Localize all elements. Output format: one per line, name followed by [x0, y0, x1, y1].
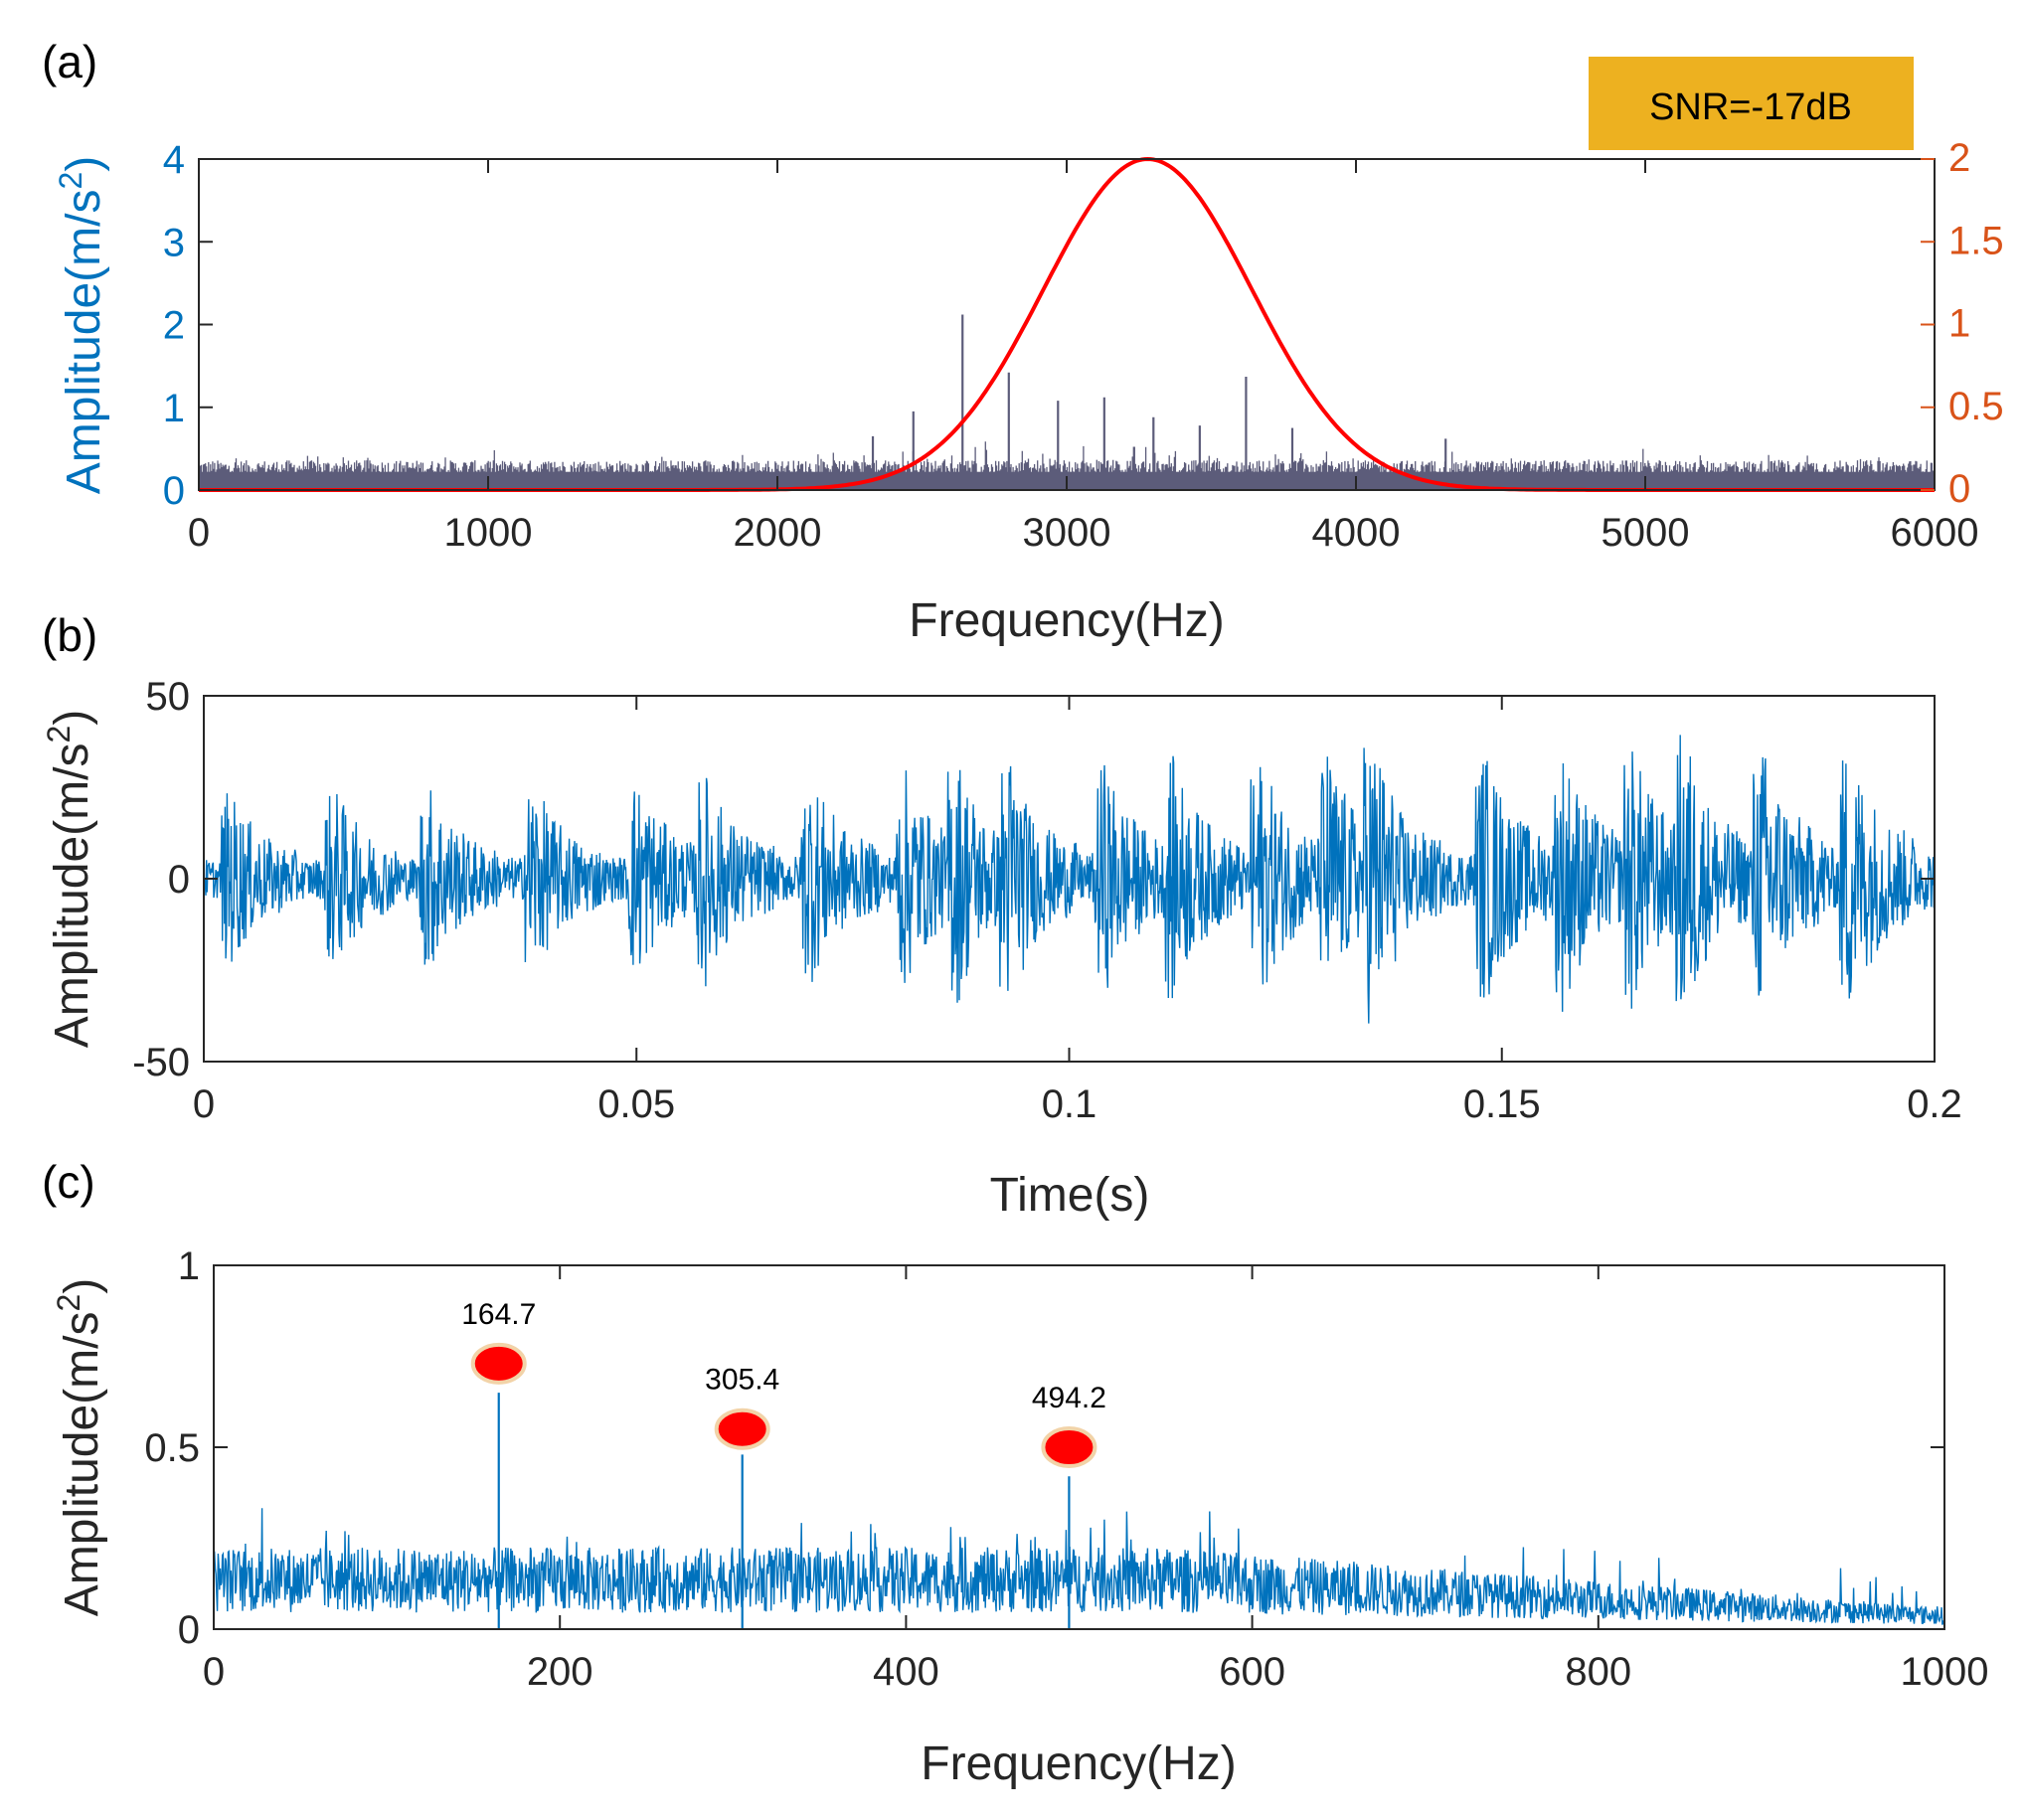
- panel-a-gaussian-filter-line: [199, 156, 1935, 492]
- x-tick-label: 200: [527, 1650, 593, 1694]
- panel-a-axes-box: [198, 158, 1936, 491]
- panel-c-peak-marker: [470, 1342, 527, 1385]
- x-tick-label: 0.2: [1907, 1082, 1962, 1126]
- panel-c-y-axis-title-main: Amplitude(m/s: [56, 1312, 108, 1617]
- panel-a: (a) SNR=-17dB 0 1000 2000 3000 4000 5000 6000 …: [42, 36, 2004, 647]
- panel-c-peak-marker: [714, 1407, 770, 1450]
- panel-b-time-signal-series: [203, 735, 1936, 1024]
- panel-a-x-ticks: 0 1000 2000 3000 4000 5000 6000: [188, 159, 1979, 555]
- panel-a-label: (a): [42, 36, 97, 87]
- panel-c-x-ticks: 0 200 400 600 800 1000: [203, 1265, 1989, 1694]
- x-tick-label: 0: [203, 1650, 225, 1694]
- panel-b-x-axis-title: Time(s): [990, 1169, 1150, 1222]
- panel-a-y2-ticks: 0 0.5 1 1.5 2: [1921, 136, 2004, 511]
- panel-b-y-axis-title-main: Amplitude(m/s: [46, 744, 98, 1049]
- snr-text: SNR=-17dB: [1649, 86, 1852, 128]
- y-tick-label: 3: [163, 221, 185, 264]
- snr-box: [1589, 57, 1914, 150]
- panel-b-y-axis-title-end: ): [46, 710, 98, 726]
- panel-a-y-axis-title: Amplitude(m/s2): [53, 156, 110, 495]
- panel-c-y-axis-title-end: ): [56, 1278, 108, 1294]
- panel-b-y-ticks: -50 0 50: [132, 675, 1935, 1084]
- panel-a-y-axis-title-main: Amplitude(m/s: [58, 190, 110, 495]
- panel-c-x-axis-title: Frequency(Hz): [921, 1737, 1236, 1790]
- panel-b-x-ticks: 0 0.05 0.1 0.15 0.2: [193, 696, 1962, 1126]
- panel-b-label: (b): [42, 609, 97, 661]
- panel-b-y-axis-title-sup: 2: [41, 726, 77, 744]
- panel-c-envelope-spectrum-series: [213, 1508, 1945, 1625]
- x-tick-label: 2000: [734, 511, 822, 555]
- x-tick-label: 1000: [444, 511, 533, 555]
- y2-tick-label: 1: [1948, 302, 1970, 346]
- snr-annotation: SNR=-17dB: [1589, 57, 1914, 150]
- y2-tick-label: 2: [1948, 136, 1970, 180]
- panel-c-y-axis-title: Amplitude(m/s2): [51, 1278, 108, 1617]
- x-tick-label: 3000: [1023, 511, 1111, 555]
- panel-c-peak-label: 494.2: [1032, 1382, 1106, 1414]
- x-tick-label: 400: [873, 1650, 939, 1694]
- panel-b-plot-area: [203, 735, 1936, 1024]
- panel-c-peak-markers: 164.7 305.4 494.2: [461, 1298, 1106, 1629]
- y2-tick-label: 0.5: [1948, 385, 2004, 428]
- x-tick-label: 600: [1219, 1650, 1285, 1694]
- panel-c-peak-marker: [1041, 1426, 1097, 1468]
- panel-c-y-axis-title-sup: 2: [51, 1294, 86, 1312]
- x-tick-label: 0.05: [597, 1082, 675, 1126]
- panel-a-y-ticks: 0 1 2 3 4: [163, 138, 213, 513]
- x-tick-label: 0.15: [1463, 1082, 1541, 1126]
- x-tick-label: 5000: [1602, 511, 1690, 555]
- y2-tick-label: 0: [1948, 467, 1970, 511]
- y-tick-label: 0: [163, 469, 185, 513]
- x-tick-label: 6000: [1891, 511, 1979, 555]
- y-tick-label: -50: [132, 1041, 190, 1084]
- y-tick-label: 1: [178, 1244, 200, 1288]
- y-tick-label: 1: [163, 387, 185, 430]
- panel-c-label: (c): [42, 1156, 95, 1208]
- y-tick-label: 0.5: [144, 1426, 200, 1470]
- panel-c-y-ticks: 00.51: [144, 1244, 1944, 1652]
- y-tick-label: 4: [163, 138, 185, 182]
- x-tick-label: 1000: [1901, 1650, 1989, 1694]
- x-tick-label: 0: [193, 1082, 215, 1126]
- panel-b-y-axis-title: Amplitude(m/s2): [41, 710, 98, 1049]
- panel-a-x-axis-title: Frequency(Hz): [909, 594, 1224, 647]
- panel-a-y-axis-title-sup: 2: [53, 172, 88, 190]
- y-tick-label: 2: [163, 304, 185, 348]
- x-tick-label: 4000: [1312, 511, 1401, 555]
- x-tick-label: 0: [188, 511, 210, 555]
- y-tick-label: 0: [178, 1608, 200, 1652]
- y2-tick-label: 1.5: [1948, 219, 2004, 262]
- panel-c-plot-area: [213, 1508, 1945, 1625]
- panel-a-y-axis-title-end: ): [58, 156, 110, 172]
- x-tick-label: 800: [1565, 1650, 1631, 1694]
- x-tick-label: 0.1: [1042, 1082, 1097, 1126]
- y-tick-label: 0: [168, 858, 190, 902]
- panel-c-peak-label: 164.7: [461, 1298, 536, 1331]
- panel-a-plot-area: [198, 156, 1936, 492]
- panel-c-peak-label: 305.4: [705, 1364, 779, 1397]
- y-tick-label: 50: [146, 675, 191, 719]
